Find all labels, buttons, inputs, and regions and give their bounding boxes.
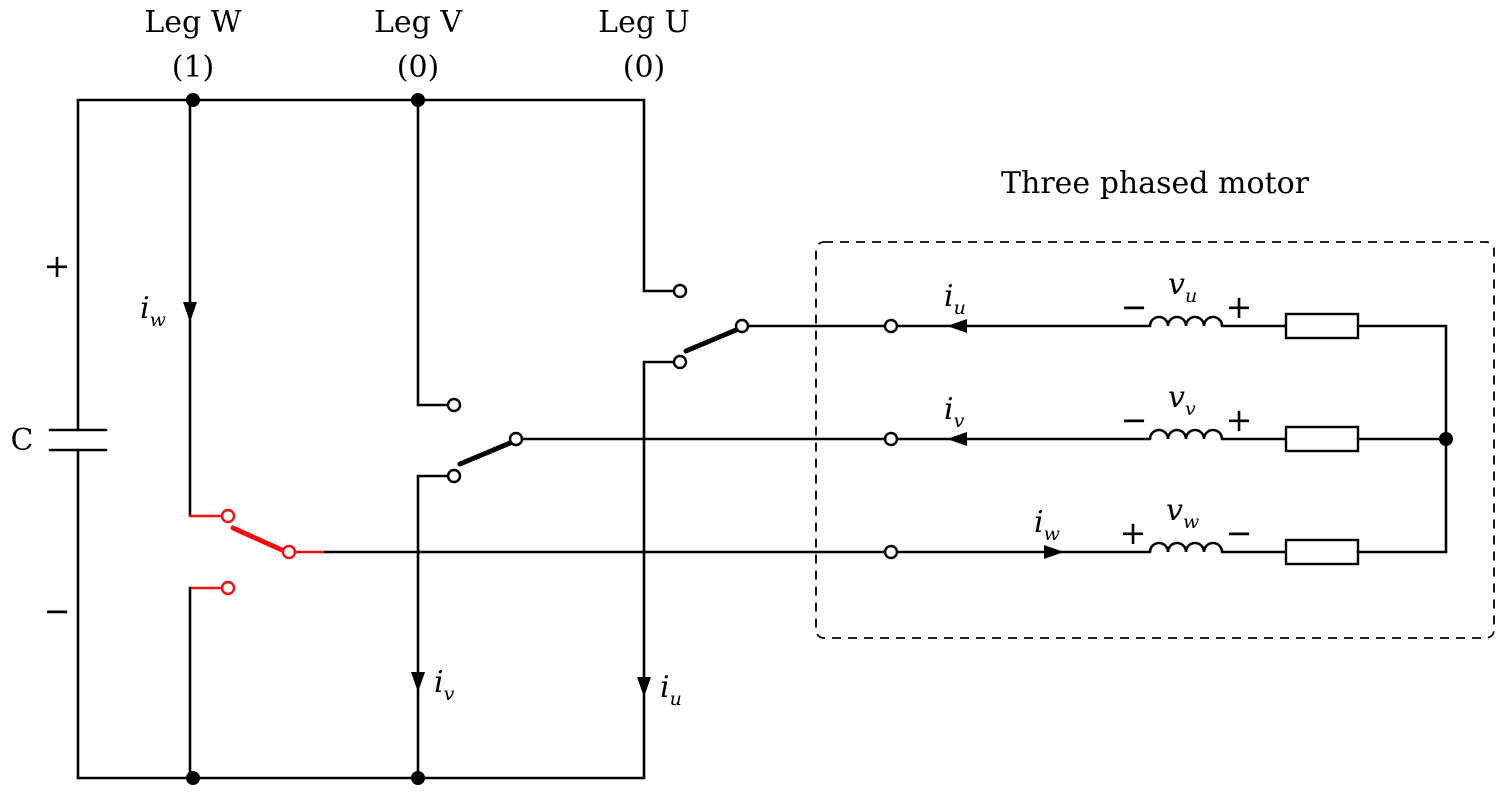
phase-w-current-arrow (1044, 545, 1064, 559)
leg-w: iw (140, 98, 327, 780)
motor-boundary (815, 241, 1495, 639)
motor-phase-u: iu vu − + (883, 267, 1448, 340)
phase-v-voltage-right-sign: + (1226, 401, 1253, 439)
phase-w-voltage-left-sign: + (1120, 514, 1147, 552)
leg-u-label: Leg U (0) (598, 5, 690, 85)
phase-v-resistor (1284, 425, 1360, 453)
leg-v-name: Leg V (374, 5, 463, 40)
leg-v-current-arrow (411, 672, 425, 692)
leg-w-label: Leg W (1) (144, 5, 241, 85)
phase-u-inductor (1148, 315, 1224, 327)
motor-phase-v: iv vv − + (883, 380, 1448, 453)
bottom-node-w (186, 771, 200, 785)
leg-w-name: Leg W (144, 5, 241, 40)
phase-v-current-label: iv (944, 392, 965, 432)
leg-u-name: Leg U (598, 5, 690, 40)
leg-v-switch-blade (457, 440, 513, 467)
phase-w-motor-terminal (883, 544, 899, 560)
leg-v-output-terminal (508, 431, 524, 447)
leg-w-upper-terminal (220, 508, 236, 524)
leg-w-lower-terminal (220, 580, 236, 596)
phase-w-voltage-label: vw (1166, 493, 1199, 533)
leg-w-current-label: iw (140, 291, 166, 331)
leg-u-switch-blade (683, 327, 739, 354)
capacitor: C + − (11, 247, 108, 630)
leg-v-state: (0) (397, 50, 440, 85)
leg-u-state: (0) (623, 50, 666, 85)
top-node-w (186, 93, 200, 107)
leg-v: iv (411, 98, 524, 780)
leg-w-switch-blade (230, 525, 285, 553)
phase-v-voltage-label: vv (1168, 380, 1196, 420)
leg-u-current-label: iu (660, 670, 682, 710)
phase-u-motor-terminal (883, 318, 899, 334)
phase-v-voltage-left-sign: − (1121, 401, 1148, 439)
capacitor-plus-sign: + (44, 247, 71, 285)
phase-u-current-label: iu (944, 279, 966, 319)
phase-u-current-arrow (947, 319, 967, 333)
phase-u-voltage-left-sign: − (1121, 288, 1148, 326)
capacitor-label: C (11, 423, 34, 458)
phase-w-resistor (1284, 538, 1360, 566)
phase-u-voltage-right-sign: + (1226, 288, 1253, 326)
motor-phase-w: iw vw + − (883, 493, 1448, 566)
leg-u: iu (637, 98, 750, 780)
leg-v-label: Leg V (0) (374, 5, 463, 85)
leg-w-current-arrow (183, 302, 197, 322)
leg-v-current-label: iv (434, 665, 455, 705)
motor-title: Three phased motor (1001, 166, 1310, 201)
leg-v-pivot-terminal (446, 468, 462, 484)
leg-w-state: (1) (172, 50, 215, 85)
capacitor-minus-sign: − (44, 592, 71, 630)
star-point-node (1439, 432, 1453, 446)
leg-v-upper-terminal (446, 397, 462, 413)
leg-u-pivot-terminal (672, 354, 688, 370)
phase-w-inductor (1148, 541, 1224, 553)
leg-u-upper-terminal (672, 283, 688, 299)
phase-v-inductor (1148, 428, 1224, 440)
phase-v-current-arrow (947, 432, 967, 446)
phase-v-motor-terminal (883, 431, 899, 447)
phase-w-current-label: iw (1034, 505, 1060, 545)
phase-u-resistor (1284, 312, 1360, 340)
leg-w-pivot-terminal (281, 544, 297, 560)
leg-u-output-terminal (734, 318, 750, 334)
leg-u-current-arrow (637, 677, 651, 697)
phase-w-voltage-right-sign: − (1226, 514, 1253, 552)
phase-u-voltage-label: vu (1168, 267, 1197, 307)
